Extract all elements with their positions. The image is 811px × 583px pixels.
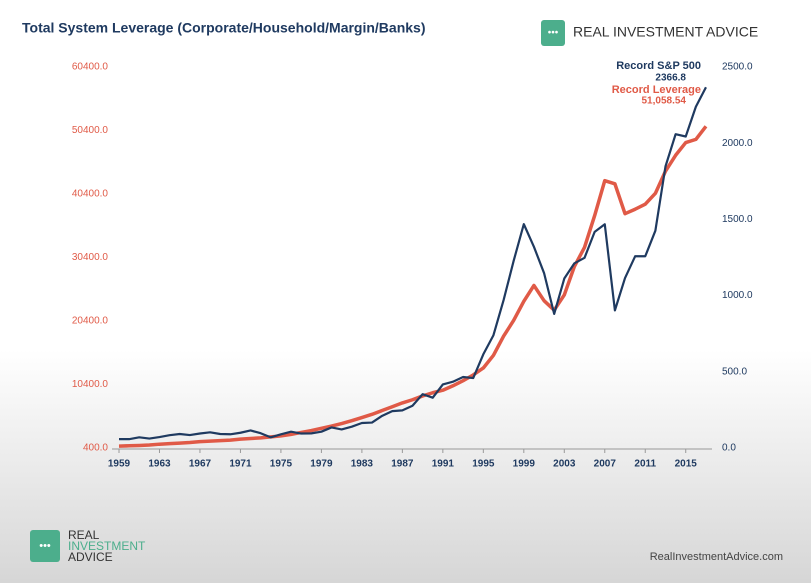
x-tick-label: 1991	[432, 459, 455, 470]
x-tick-label: 2003	[553, 459, 576, 470]
brand-url: RealInvestmentAdvice.com	[650, 551, 783, 563]
x-tick-label: 1971	[229, 459, 252, 470]
x-tick-label: 1983	[351, 459, 374, 470]
y-tick-label: 50400.0	[72, 125, 109, 136]
x-tick-label: 2011	[634, 459, 656, 470]
series-line	[118, 125, 708, 448]
y-tick-label: 400.0	[83, 443, 108, 454]
logo-dots: •••	[548, 28, 559, 39]
brand-bottom: INVESTMENT	[68, 539, 146, 553]
y-tick-label: 40400.0	[72, 189, 109, 200]
brand-bottom: REAL	[68, 528, 100, 542]
y-tick-label: 30400.0	[72, 252, 109, 263]
x-tick-label: 1967	[189, 459, 212, 470]
annotation-value: 51,058.54	[642, 96, 687, 107]
series-line	[119, 86, 707, 441]
y2-tick-label: 2500.0	[722, 62, 753, 73]
annotation-value: 2366.8	[655, 73, 686, 84]
y-tick-label: 10400.0	[72, 379, 109, 390]
x-tick-label: 1995	[472, 459, 495, 470]
annotation: Record S&P 500	[616, 60, 701, 72]
y-tick-label: 60400.0	[72, 62, 109, 73]
brand-bottom: ADVICE	[68, 550, 113, 564]
x-tick-label: 2007	[594, 459, 617, 470]
y-tick-label: 20400.0	[72, 316, 109, 327]
logo-icon	[30, 530, 60, 562]
x-tick-label: 1987	[391, 459, 414, 470]
annotation: Record Leverage	[612, 84, 701, 96]
x-tick-label: 1979	[310, 459, 333, 470]
y2-tick-label: 500.0	[722, 366, 747, 377]
y2-tick-label: 0.0	[722, 443, 736, 454]
x-tick-label: 1963	[148, 459, 171, 470]
y2-tick-label: 1500.0	[722, 214, 753, 225]
logo-icon	[541, 20, 565, 46]
x-tick-label: 1999	[513, 459, 536, 470]
y2-tick-label: 2000.0	[722, 138, 753, 149]
x-tick-label: 1959	[108, 459, 131, 470]
x-tick-label: 1975	[270, 459, 293, 470]
chart-title: Total System Leverage (Corporate/Househo…	[22, 20, 426, 36]
brand-top: REAL INVESTMENT ADVICE	[573, 24, 758, 40]
x-tick-label: 2015	[675, 459, 698, 470]
logo-dots: •••	[39, 540, 51, 552]
y2-tick-label: 1000.0	[722, 290, 753, 301]
